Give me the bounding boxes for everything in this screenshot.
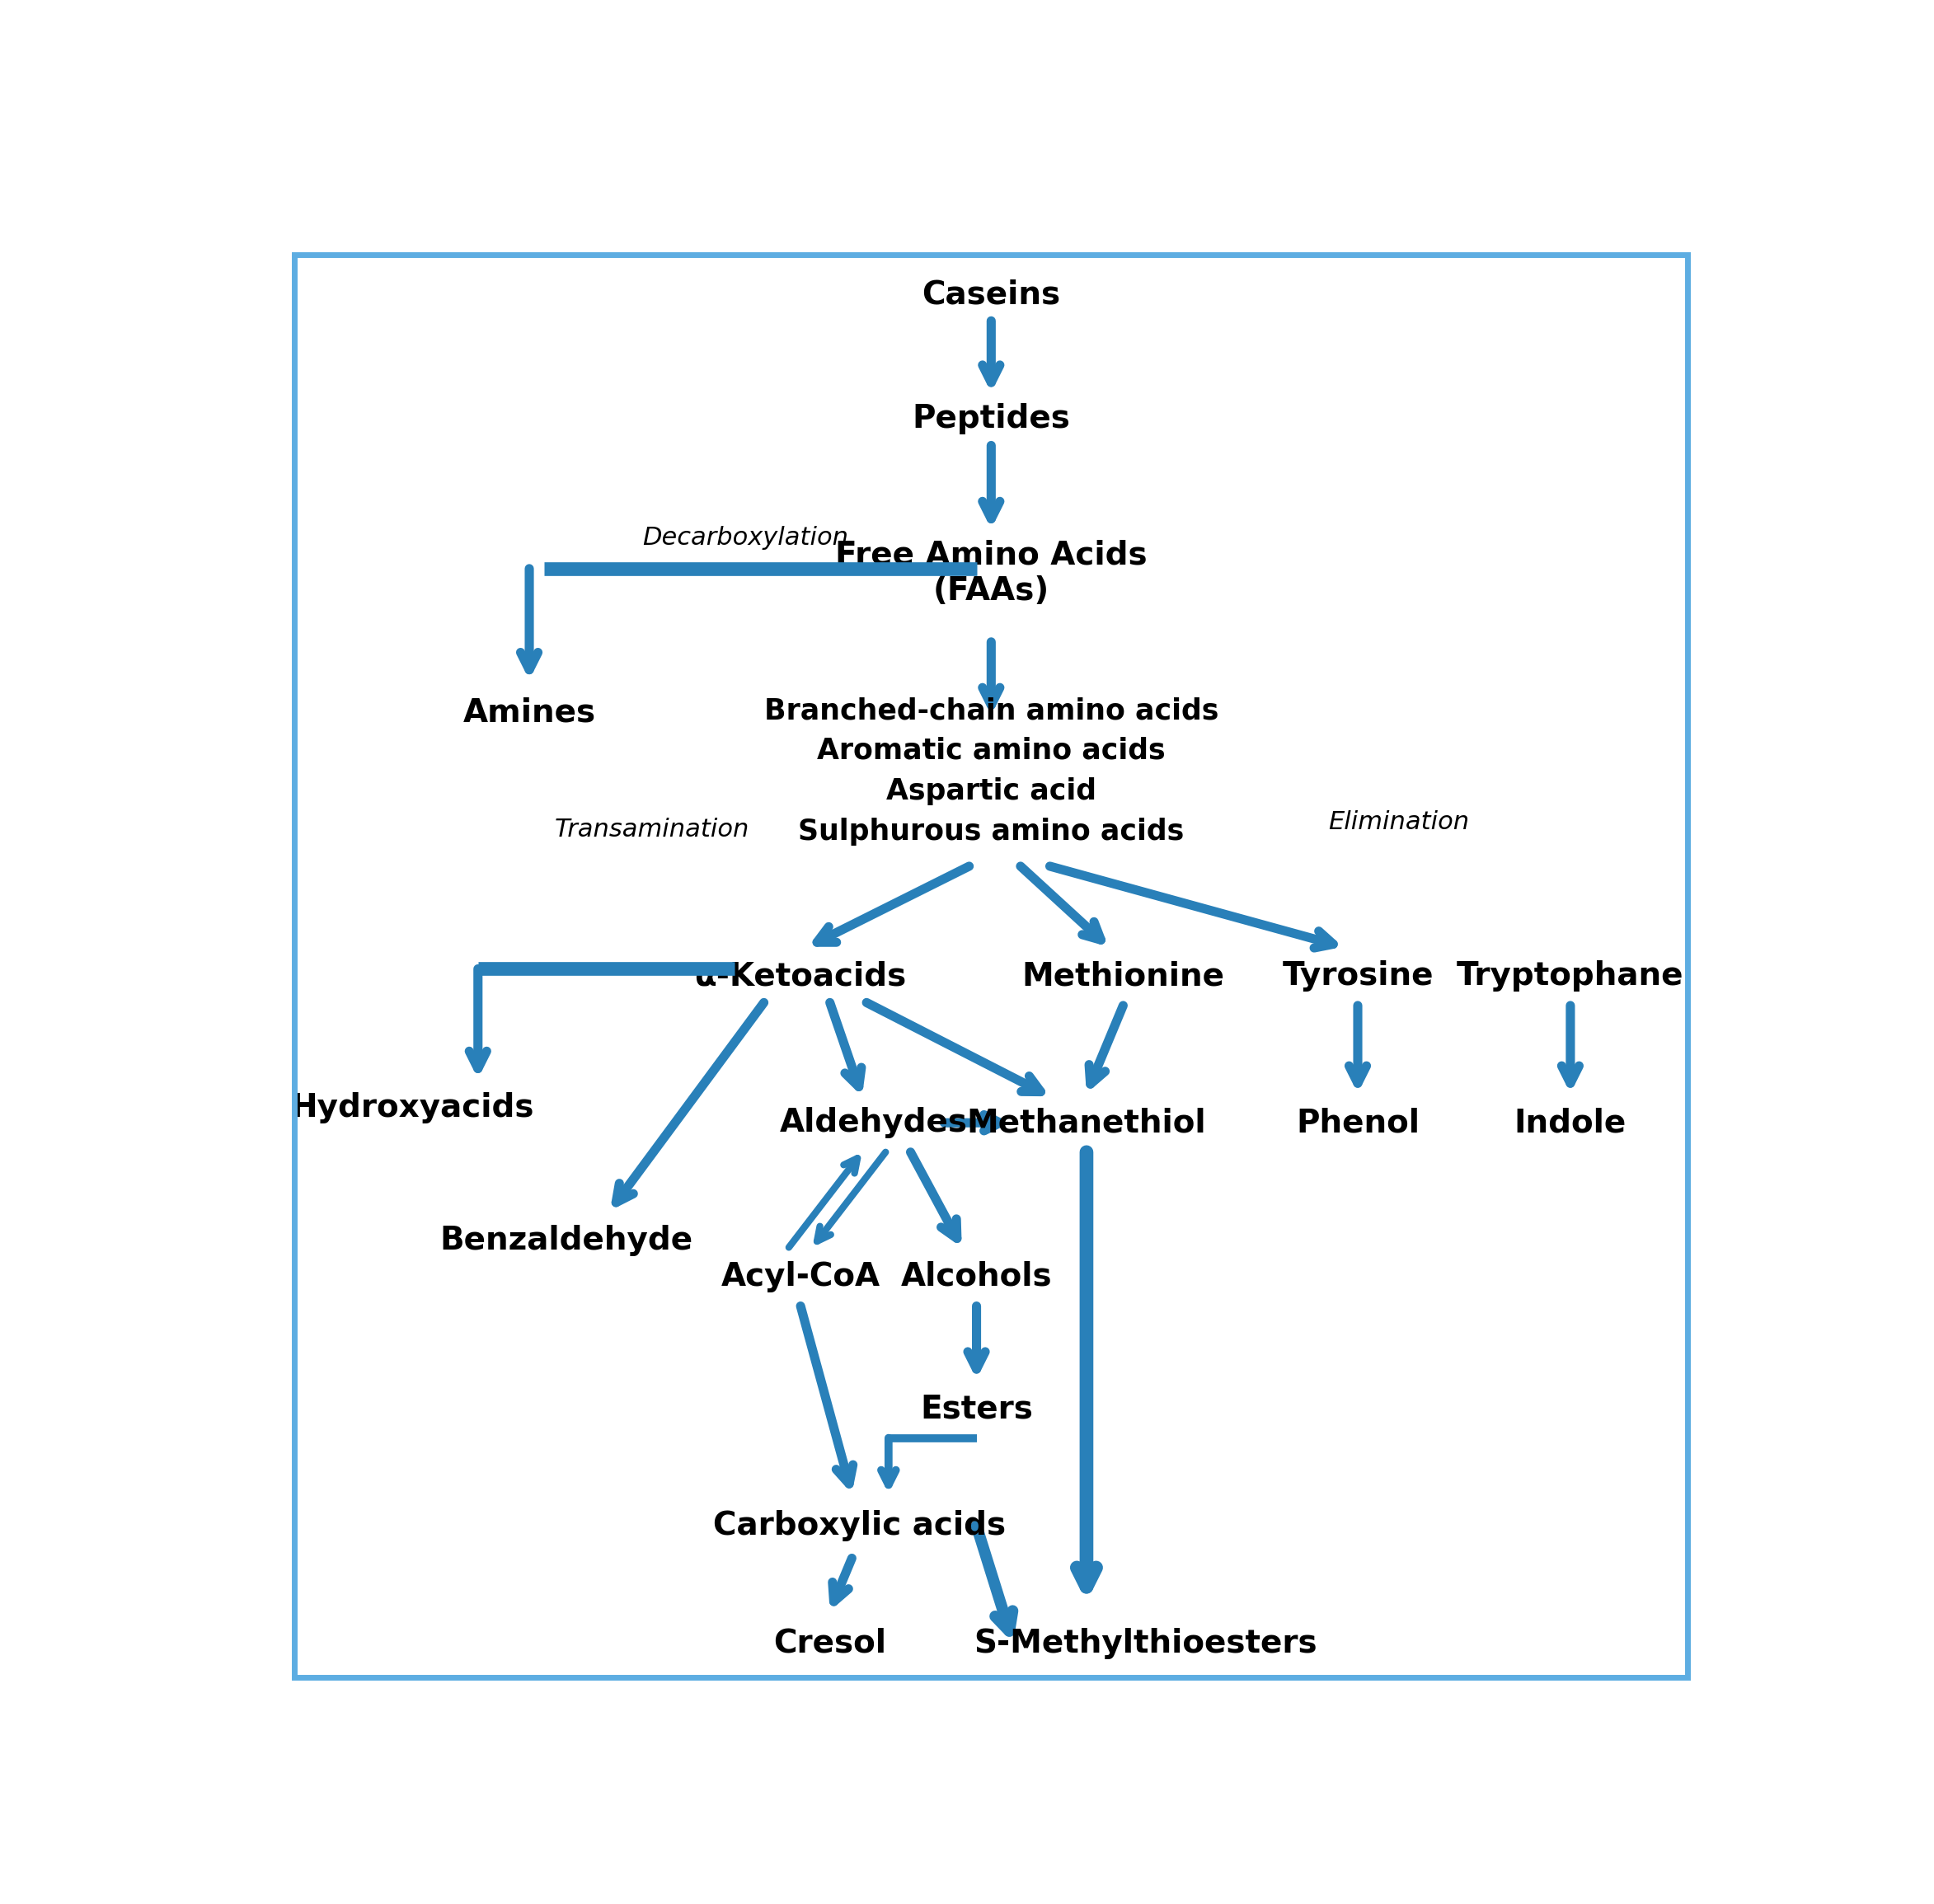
Text: Free Amino Acids
(FAAs): Free Amino Acids (FAAs): [835, 539, 1147, 607]
Text: Benzaldehyde: Benzaldehyde: [439, 1224, 692, 1257]
Text: Esters: Esters: [921, 1394, 1033, 1424]
Text: Elimination: Elimination: [1329, 811, 1470, 834]
Text: Phenol: Phenol: [1296, 1106, 1420, 1139]
Text: Methanethiol: Methanethiol: [967, 1106, 1207, 1139]
Text: Transamination: Transamination: [555, 817, 748, 842]
Text: Branched-chain amino acids
Aromatic amino acids
Aspartic acid
Sulphurous amino a: Branched-chain amino acids Aromatic amin…: [764, 697, 1218, 845]
Text: Carboxylic acids: Carboxylic acids: [714, 1510, 1006, 1542]
Text: Amines: Amines: [462, 697, 596, 727]
Text: Tryptophane: Tryptophane: [1456, 960, 1685, 992]
Text: Methionine: Methionine: [1021, 960, 1224, 992]
Text: Peptides: Peptides: [913, 404, 1070, 434]
Text: Hydroxyacids: Hydroxyacids: [290, 1093, 534, 1123]
Text: Cresol: Cresol: [774, 1628, 886, 1658]
Text: α-Ketoacids: α-Ketoacids: [694, 960, 907, 992]
Text: Decarboxylation: Decarboxylation: [642, 526, 849, 550]
Text: Alcohols: Alcohols: [901, 1260, 1052, 1293]
Text: Acyl-CoA: Acyl-CoA: [721, 1260, 880, 1293]
Text: Caseins: Caseins: [923, 278, 1060, 310]
Text: S-Methylthioesters: S-Methylthioesters: [973, 1628, 1317, 1658]
Text: Indole: Indole: [1514, 1106, 1626, 1139]
Text: Tyrosine: Tyrosine: [1282, 960, 1433, 992]
Text: Aldehydes: Aldehydes: [779, 1106, 967, 1139]
